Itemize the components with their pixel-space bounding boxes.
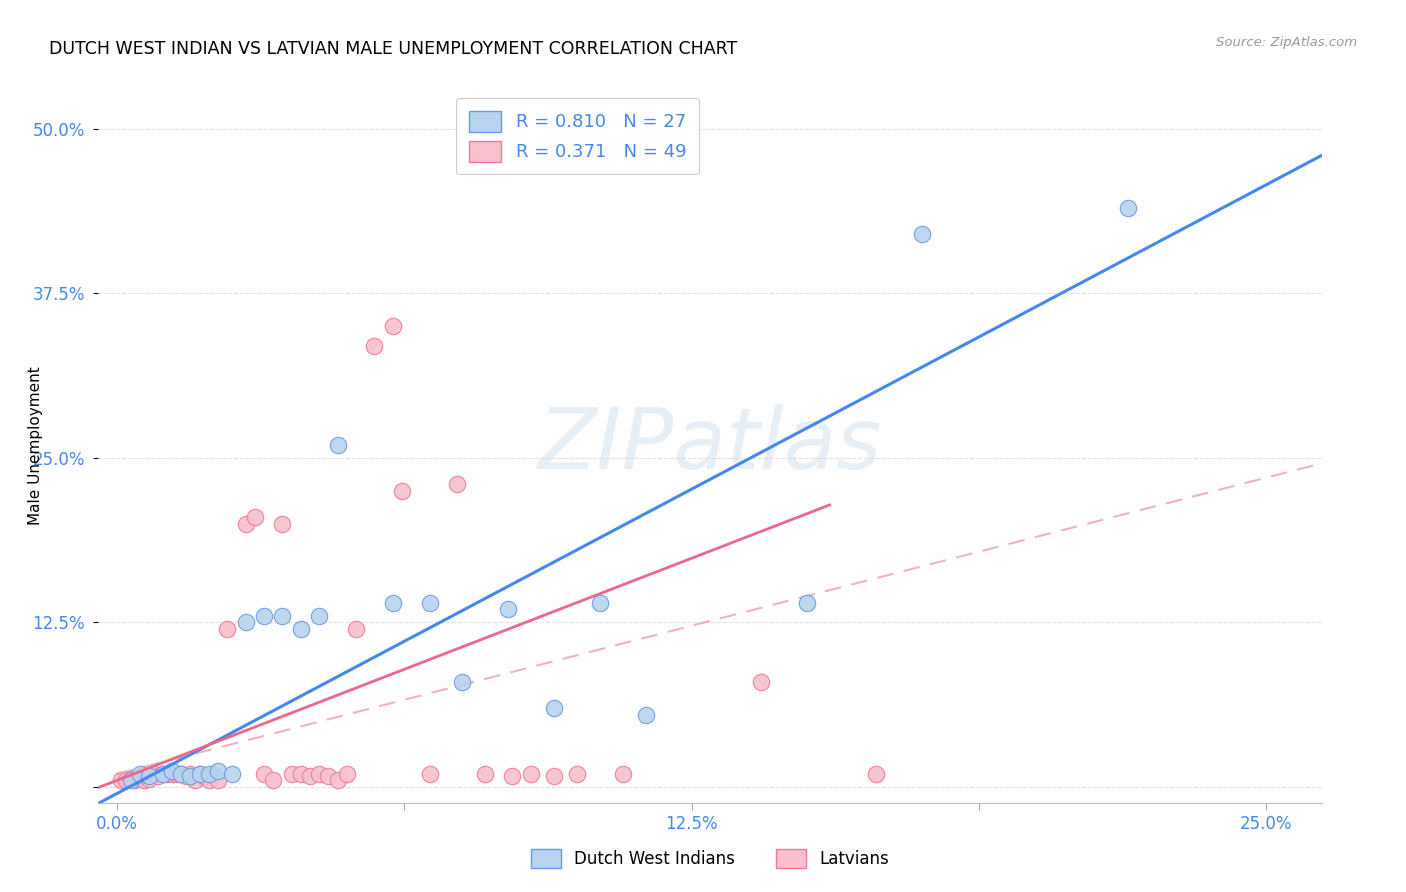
Point xyxy=(166,767,188,781)
Point xyxy=(910,227,932,241)
Point xyxy=(381,319,404,334)
Point xyxy=(318,769,340,783)
Point xyxy=(450,674,472,689)
Point xyxy=(207,764,229,779)
Point xyxy=(152,767,174,781)
Point xyxy=(235,615,257,630)
Point xyxy=(188,767,211,781)
Point xyxy=(271,516,294,531)
Legend: Dutch West Indians, Latvians: Dutch West Indians, Latvians xyxy=(522,840,898,877)
Point xyxy=(207,773,229,788)
Point xyxy=(796,596,818,610)
Point xyxy=(253,767,276,781)
Point xyxy=(179,767,201,781)
Point xyxy=(749,674,772,689)
Point xyxy=(152,767,174,781)
Point xyxy=(565,767,588,781)
Point xyxy=(184,773,207,788)
Point xyxy=(589,596,612,610)
Point xyxy=(391,483,413,498)
Point xyxy=(280,767,302,781)
Point xyxy=(156,767,179,781)
Point xyxy=(1118,201,1140,215)
Point xyxy=(124,773,146,788)
Point xyxy=(474,767,496,781)
Point xyxy=(128,769,150,783)
Point xyxy=(634,707,657,722)
Point xyxy=(197,773,219,788)
Point xyxy=(170,767,193,781)
Point xyxy=(290,767,312,781)
Point xyxy=(326,773,349,788)
Point xyxy=(253,608,276,623)
Point xyxy=(142,767,165,781)
Point xyxy=(110,773,132,788)
Point xyxy=(138,769,160,783)
Point xyxy=(243,510,266,524)
Point xyxy=(501,769,523,783)
Point xyxy=(446,477,468,491)
Point xyxy=(160,767,183,781)
Point xyxy=(115,773,138,788)
Point xyxy=(381,596,404,610)
Point xyxy=(138,772,160,786)
Point xyxy=(344,622,367,636)
Text: DUTCH WEST INDIAN VS LATVIAN MALE UNEMPLOYMENT CORRELATION CHART: DUTCH WEST INDIAN VS LATVIAN MALE UNEMPL… xyxy=(49,40,738,58)
Point xyxy=(612,767,634,781)
Point xyxy=(221,767,243,781)
Point xyxy=(179,769,201,783)
Point xyxy=(128,767,150,781)
Point xyxy=(202,767,225,781)
Point xyxy=(262,773,284,788)
Point xyxy=(120,773,142,788)
Point xyxy=(174,769,197,783)
Text: Male Unemployment: Male Unemployment xyxy=(28,367,42,525)
Point xyxy=(308,767,330,781)
Point xyxy=(865,767,887,781)
Point xyxy=(543,769,565,783)
Point xyxy=(217,622,239,636)
Point xyxy=(197,767,219,781)
Point xyxy=(298,769,321,783)
Point xyxy=(308,608,330,623)
Point xyxy=(120,772,142,786)
Point xyxy=(134,773,156,788)
Point xyxy=(363,339,385,353)
Point xyxy=(290,622,312,636)
Point xyxy=(519,767,541,781)
Point xyxy=(326,438,349,452)
Point xyxy=(160,764,183,779)
Point xyxy=(543,701,565,715)
Point xyxy=(148,769,170,783)
Point xyxy=(418,596,440,610)
Point xyxy=(188,767,211,781)
Point xyxy=(193,769,215,783)
Point xyxy=(170,767,193,781)
Point xyxy=(336,767,359,781)
Text: ZIPatlas: ZIPatlas xyxy=(538,404,882,488)
Point xyxy=(418,767,440,781)
Point xyxy=(271,608,294,623)
Point xyxy=(496,602,519,616)
Point xyxy=(235,516,257,531)
Text: Source: ZipAtlas.com: Source: ZipAtlas.com xyxy=(1216,36,1357,49)
